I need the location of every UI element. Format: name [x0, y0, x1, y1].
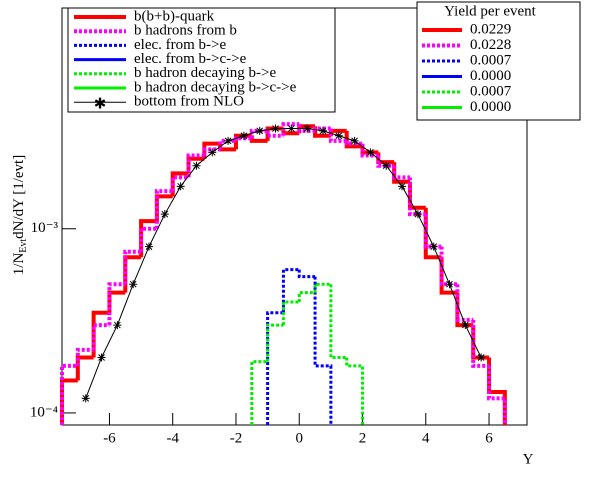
legend-label: elec. from b->c->e [134, 51, 247, 67]
x-tick-label: 2 [359, 430, 367, 446]
histogram-bin [423, 214, 442, 249]
nlo-marker [144, 242, 153, 251]
x-tick-label: -2 [230, 430, 243, 446]
histogram-bin [392, 165, 410, 180]
nlo-marker [271, 124, 280, 133]
y-tick-label: 10⁻³ [31, 220, 59, 236]
histogram-bin [344, 130, 363, 149]
nlo-marker [303, 124, 312, 133]
histogram-bin [60, 363, 78, 425]
x-tick-label: 4 [422, 430, 430, 446]
yield-label: 0.0007 [470, 52, 512, 68]
legend-label: b hadron decaying b->c->e [134, 79, 297, 95]
histogram-bin [329, 284, 347, 359]
nlo-marker [413, 210, 422, 219]
nlo-line [85, 128, 482, 399]
nlo-marker [461, 321, 470, 330]
nlo-marker [350, 136, 359, 145]
x-tick-label: -4 [166, 430, 179, 446]
histogram-bin [297, 291, 316, 303]
histogram-bin [455, 284, 474, 322]
histogram-bin [487, 365, 507, 425]
nlo-marker [129, 280, 138, 289]
histogram-bin [471, 319, 490, 368]
yield-label: 0.0000 [470, 99, 511, 115]
histogram-bin [281, 300, 300, 326]
legend-label: b hadron decaying b->e [134, 65, 276, 81]
legend-label: b hadrons from b [134, 23, 237, 39]
histogram-bin [139, 226, 157, 252]
histogram-bin [60, 378, 78, 425]
histogram-bin [313, 282, 331, 293]
nlo-marker [318, 126, 327, 135]
nlo-marker [287, 124, 296, 133]
nlo-marker [445, 280, 454, 289]
y-axis-label: 1/NEvtdN/dY [1/evt] [11, 155, 29, 275]
yield-label: 0.0229 [470, 21, 511, 37]
histogram-bin [139, 219, 157, 258]
nlo-marker [334, 131, 343, 140]
histogram-bin [250, 360, 268, 425]
y-label-sub: Evt [18, 239, 29, 253]
histogram-bin [265, 130, 284, 138]
histogram-bin [487, 357, 507, 425]
histogram-bin [455, 292, 474, 328]
x-tick-label: 0 [295, 430, 303, 446]
nlo-marker [398, 182, 407, 191]
histogram-bin [266, 311, 284, 425]
histogram-bin [91, 310, 110, 358]
histogram-bin [186, 156, 205, 174]
nlo-marker [176, 182, 185, 191]
histogram-bin [123, 249, 142, 285]
histogram-bin [345, 357, 365, 425]
legend-label: bottom from NLO [134, 94, 244, 110]
nlo-marker [113, 321, 122, 330]
yield-label: 0.0228 [470, 37, 511, 53]
nlo-marker [97, 353, 106, 362]
histogram-bin [154, 189, 173, 229]
histogram-bin [91, 323, 110, 350]
histogram-bin [313, 276, 333, 425]
x-axis-label: Y [523, 451, 534, 467]
histogram-bin [281, 268, 300, 313]
yield-label: 0.0007 [470, 83, 512, 99]
histogram-bin [439, 246, 458, 287]
nlo-marker [224, 136, 233, 145]
histogram-bin [281, 122, 300, 136]
nlo-marker [81, 394, 90, 403]
histogram-bin [266, 323, 284, 362]
histogram-bin [328, 128, 347, 143]
nlo-marker [208, 148, 217, 157]
histogram-bin [297, 269, 316, 279]
yield-label: 0.0000 [470, 68, 511, 84]
histogram-bin [471, 325, 490, 360]
x-tick-label: -6 [103, 430, 116, 446]
nlo-marker [255, 126, 264, 135]
histogram-bin [249, 135, 268, 143]
legend-label: b(b+b)-quark [134, 8, 215, 24]
legend-label: elec. from b->e [134, 37, 227, 53]
nlo-marker [160, 210, 169, 219]
y-tick-label: 10⁻⁴ [30, 404, 58, 420]
nlo-marker [382, 161, 391, 170]
nlo-marker [429, 242, 438, 251]
y-label-part: 1/N [11, 253, 27, 276]
histogram-bin [344, 140, 363, 146]
yield-header: Yield per event [444, 3, 536, 19]
histogram-bin [75, 347, 94, 366]
nlo-marker [239, 131, 248, 140]
x-tick-label: 6 [485, 430, 493, 446]
plot-area [60, 122, 507, 425]
nlo-marker [192, 161, 201, 170]
histogram-bin [186, 153, 205, 178]
histogram-bin [75, 355, 94, 381]
histogram-bin [107, 282, 126, 326]
nlo-marker [366, 148, 375, 157]
nlo-marker [477, 353, 486, 362]
legend-marker: ✱ [94, 97, 107, 113]
y-label-part: dN/dY [1/evt] [11, 155, 27, 239]
